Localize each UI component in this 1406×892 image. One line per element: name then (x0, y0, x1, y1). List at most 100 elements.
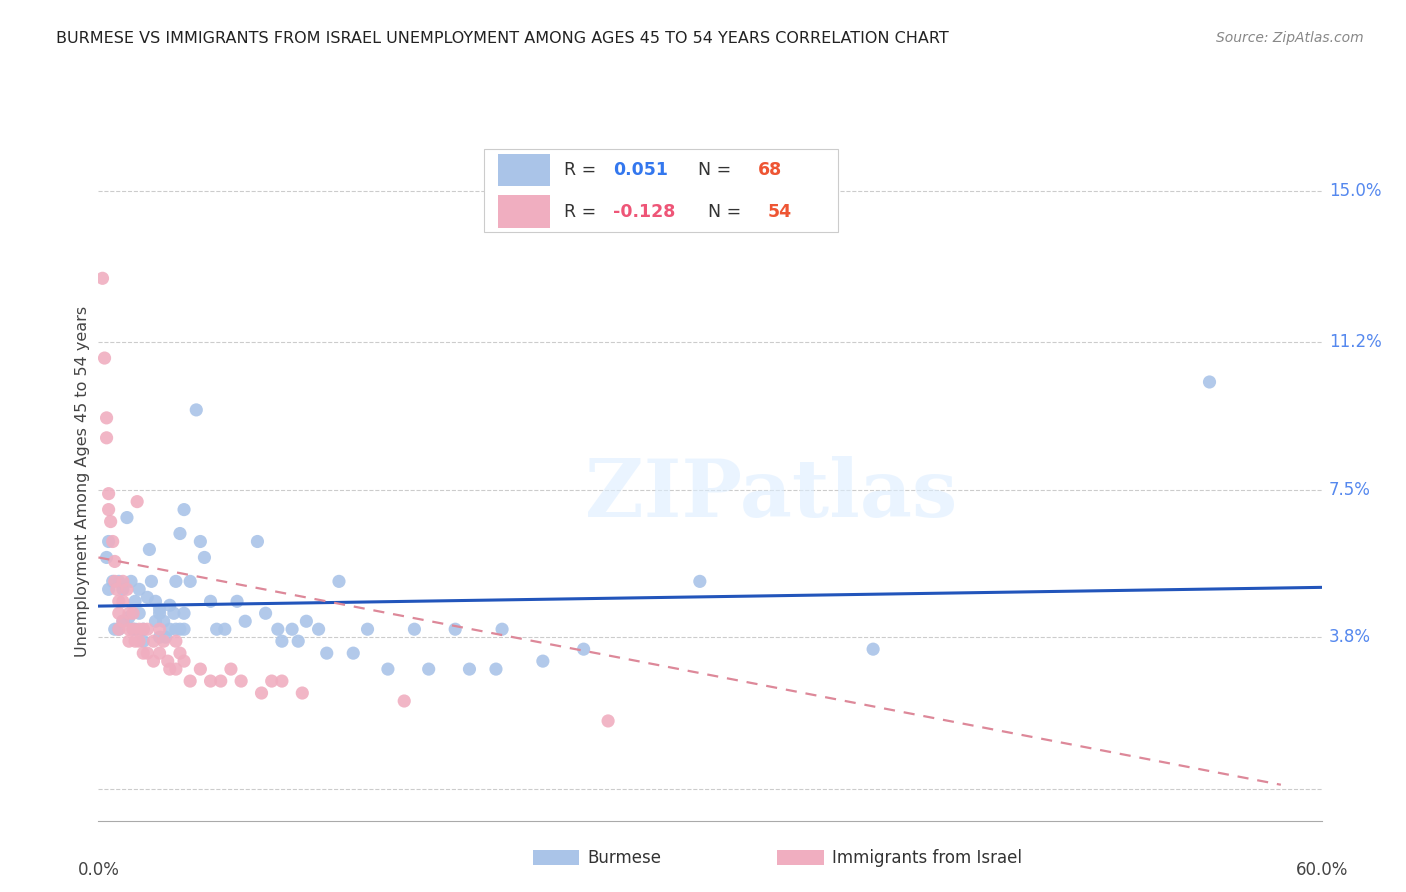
Point (136, 622, 159, 636)
Point (458, 662, 481, 676)
FancyBboxPatch shape (498, 154, 550, 186)
Text: -0.128: -0.128 (613, 202, 676, 220)
Point (141, 574, 163, 589)
Point (132, 646, 155, 660)
Point (128, 622, 150, 636)
Point (205, 622, 228, 636)
Text: R =: R = (564, 202, 602, 220)
Point (155, 630, 177, 644)
Text: 68: 68 (758, 161, 782, 179)
Point (108, 622, 131, 636)
Point (145, 594, 167, 608)
Point (104, 622, 127, 636)
Point (152, 634, 174, 648)
Text: Immigrants from Israel: Immigrants from Israel (832, 849, 1022, 867)
Text: 0.051: 0.051 (613, 161, 668, 179)
FancyBboxPatch shape (498, 195, 550, 227)
Point (97, 534, 120, 549)
Point (231, 674, 253, 689)
Point (572, 642, 595, 657)
Point (226, 594, 249, 608)
Text: Burmese: Burmese (588, 849, 662, 867)
Point (179, 674, 201, 689)
Point (149, 607, 172, 621)
Text: R =: R = (564, 161, 602, 179)
Point (531, 654, 554, 668)
Point (392, 694, 416, 708)
Point (165, 622, 187, 636)
Point (104, 554, 127, 568)
Point (165, 634, 187, 648)
Text: 11.2%: 11.2% (1329, 333, 1382, 351)
Text: 7.5%: 7.5% (1329, 481, 1371, 499)
Point (108, 607, 131, 621)
Point (96, 410, 118, 425)
Text: 0.0%: 0.0% (77, 861, 120, 879)
Text: N =: N = (696, 202, 747, 220)
Point (444, 622, 467, 636)
Point (186, 403, 208, 417)
Point (122, 622, 145, 636)
Point (163, 607, 186, 621)
Point (250, 686, 273, 700)
Point (219, 662, 242, 676)
Point (159, 599, 181, 613)
Point (149, 622, 172, 636)
Point (267, 622, 290, 636)
Point (308, 622, 330, 636)
Point (97, 582, 120, 597)
Point (281, 622, 304, 636)
Text: BURMESE VS IMMIGRANTS FROM ISRAEL UNEMPLOYMENT AMONG AGES 45 TO 54 YEARS CORRELA: BURMESE VS IMMIGRANTS FROM ISRAEL UNEMPL… (56, 31, 949, 46)
Point (132, 622, 155, 636)
Point (91, 271, 114, 285)
Point (418, 662, 440, 676)
Point (118, 634, 141, 648)
Point (165, 574, 187, 589)
Point (105, 582, 128, 597)
Point (111, 594, 134, 608)
Point (485, 662, 508, 676)
FancyBboxPatch shape (778, 850, 824, 865)
Point (128, 634, 150, 648)
Y-axis label: Unemployment Among Ages 45 to 54 years: Unemployment Among Ages 45 to 54 years (75, 306, 90, 657)
Point (118, 610, 141, 624)
Point (233, 614, 256, 628)
Point (136, 646, 159, 660)
Point (159, 622, 181, 636)
Point (342, 646, 364, 660)
Point (124, 634, 146, 648)
Point (101, 534, 124, 549)
Point (173, 654, 195, 668)
Point (254, 607, 277, 621)
Point (108, 574, 131, 589)
Point (270, 634, 294, 648)
Point (138, 542, 160, 557)
Point (179, 574, 201, 589)
Point (188, 662, 212, 676)
Text: 15.0%: 15.0% (1329, 182, 1381, 200)
Point (246, 534, 269, 549)
Point (165, 662, 187, 676)
Point (136, 591, 159, 605)
Point (149, 630, 172, 644)
Point (124, 594, 146, 608)
Point (173, 502, 195, 516)
Point (101, 574, 124, 589)
Point (128, 582, 150, 597)
Point (169, 526, 191, 541)
Point (169, 622, 191, 636)
Text: 60.0%: 60.0% (1295, 861, 1348, 879)
Point (188, 534, 212, 549)
Point (122, 607, 145, 621)
Point (689, 574, 711, 589)
Point (97, 502, 120, 516)
Point (132, 622, 155, 636)
Point (491, 622, 513, 636)
Point (100, 515, 122, 529)
Point (97, 486, 120, 500)
Point (96, 431, 118, 445)
Point (127, 494, 149, 508)
Point (108, 594, 131, 608)
Point (124, 622, 146, 636)
FancyBboxPatch shape (484, 150, 838, 232)
